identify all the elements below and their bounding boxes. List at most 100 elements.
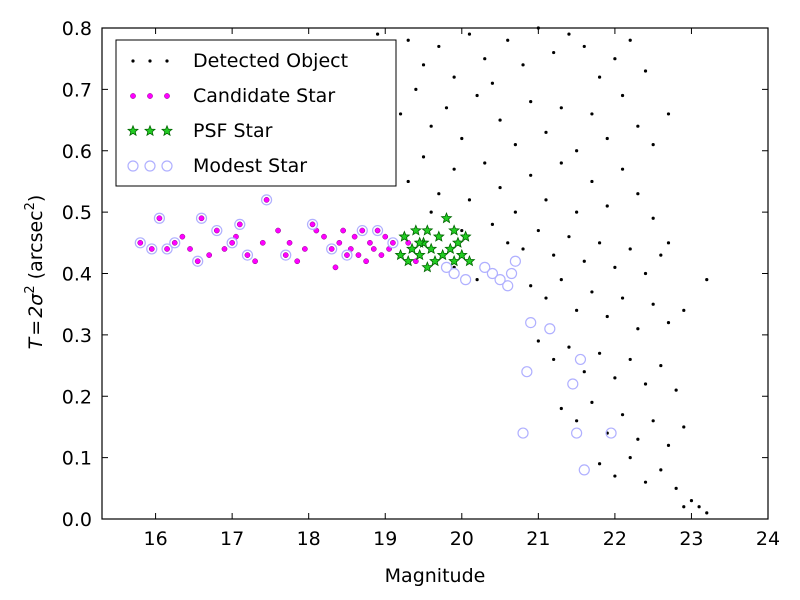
- legend-label-detected: Detected Object: [193, 50, 348, 72]
- candidate-star-point: [309, 221, 316, 228]
- detected-object-point: [636, 124, 640, 128]
- y-tick-label: 0.7: [62, 79, 92, 101]
- y-tick-label: 0.1: [62, 448, 92, 470]
- detected-object-point: [590, 400, 594, 404]
- candidate-star-point: [405, 239, 412, 246]
- modest-star-point: [517, 427, 529, 439]
- detected-object-point: [506, 38, 510, 42]
- candidate-star-point: [344, 252, 350, 258]
- modest-star-point: [211, 224, 223, 237]
- legend-symbol-candidate: [164, 93, 170, 99]
- detected-object-point: [590, 112, 594, 116]
- candidate-star-point: [363, 258, 369, 265]
- modest-star-point: [460, 274, 472, 286]
- detected-object-point: [636, 327, 640, 331]
- detected-object-point: [620, 413, 625, 417]
- modest-star-point: [567, 378, 579, 390]
- detected-object-point: [590, 290, 594, 294]
- legend-symbol-detected: [165, 59, 169, 63]
- detected-object-point: [467, 32, 472, 36]
- detected-object-point: [705, 511, 709, 515]
- candidate-star-point: [171, 239, 178, 246]
- psf-star-point: [440, 211, 453, 224]
- candidate-star-point: [359, 227, 366, 234]
- modest-star-point: [509, 255, 521, 267]
- legend: Detected Object Candidate Star PSF Star …: [115, 39, 397, 187]
- detected-object-point: [575, 210, 579, 214]
- modest-star-point: [574, 353, 587, 366]
- detected-object-point: [421, 155, 426, 159]
- detected-object-point: [544, 130, 548, 134]
- detected-object-point: [575, 419, 579, 423]
- modest-star-point: [306, 218, 319, 230]
- x-axis-label: Magnitude: [385, 565, 486, 587]
- detected-object-point: [467, 198, 472, 202]
- detected-object-point: [643, 271, 648, 276]
- psf-star-point: [455, 248, 468, 261]
- detected-object-point: [575, 308, 579, 312]
- detected-object-point: [620, 93, 625, 98]
- psf-star-point: [432, 230, 445, 242]
- detected-object-point: [559, 106, 563, 110]
- detected-object-point: [605, 136, 609, 141]
- plot-marks: [134, 26, 709, 515]
- candidate-star-point: [263, 197, 270, 203]
- modest-star-point: [440, 261, 453, 273]
- detected-object-point: [613, 57, 617, 61]
- candidate-star-point: [382, 233, 389, 240]
- detected-object-point: [529, 284, 533, 288]
- candidate-star-point: [194, 258, 201, 265]
- detected-object-point: [529, 173, 533, 177]
- modest-star-point: [153, 212, 166, 224]
- candidate-star-point: [236, 221, 243, 228]
- detected-object-point: [429, 124, 433, 128]
- candidate-star-point: [413, 258, 419, 265]
- legend-symbol-psf: [161, 124, 173, 137]
- candidate-star-point: [229, 239, 235, 246]
- legend-symbol-detected: [131, 59, 135, 63]
- detected-object-point: [406, 38, 410, 42]
- psf-star-point: [398, 230, 411, 242]
- detected-object-point: [421, 63, 426, 67]
- detected-object-point: [544, 198, 548, 202]
- legend-symbol-detected: [148, 59, 152, 63]
- detected-object-point: [651, 302, 655, 306]
- detected-object-point: [620, 167, 625, 171]
- candidate-star-point: [302, 246, 308, 252]
- candidate-star-point: [148, 246, 155, 252]
- psf-star-point: [406, 242, 418, 255]
- modest-star-point: [578, 464, 590, 476]
- detected-object-point: [475, 93, 479, 98]
- detected-object-point: [582, 259, 586, 263]
- detected-object-point: [697, 505, 701, 509]
- psf-star-point: [409, 224, 422, 236]
- detected-object-point: [582, 370, 586, 374]
- modest-star-point: [341, 249, 353, 261]
- detected-object-point: [460, 228, 464, 233]
- x-tick-label: 19: [373, 528, 397, 550]
- x-tick-label: 18: [297, 528, 321, 550]
- psf-star-point: [421, 224, 434, 236]
- modest-star-point: [371, 224, 384, 237]
- detected-object-point: [689, 498, 694, 503]
- modest-star-point: [544, 323, 556, 335]
- psf-star-point: [463, 254, 476, 267]
- modest-star-point: [195, 212, 208, 224]
- candidate-star-point: [156, 215, 163, 222]
- detected-object-point: [582, 44, 586, 49]
- psf-star-point: [448, 224, 461, 236]
- detected-object-point: [659, 363, 663, 368]
- psf-star-point: [413, 248, 426, 261]
- modest-star-point: [521, 366, 533, 378]
- detected-object-point: [643, 69, 648, 73]
- psf-star-point: [425, 242, 438, 255]
- modest-star-point: [280, 249, 292, 261]
- modest-star-point: [326, 243, 338, 255]
- detected-object-point: [605, 314, 609, 319]
- detected-object-point: [498, 185, 502, 190]
- psf-star-point: [394, 248, 407, 261]
- detected-object-point: [705, 278, 709, 282]
- modest-star-point: [571, 427, 583, 439]
- detected-object-point: [628, 247, 632, 251]
- detected-object-point: [437, 192, 441, 196]
